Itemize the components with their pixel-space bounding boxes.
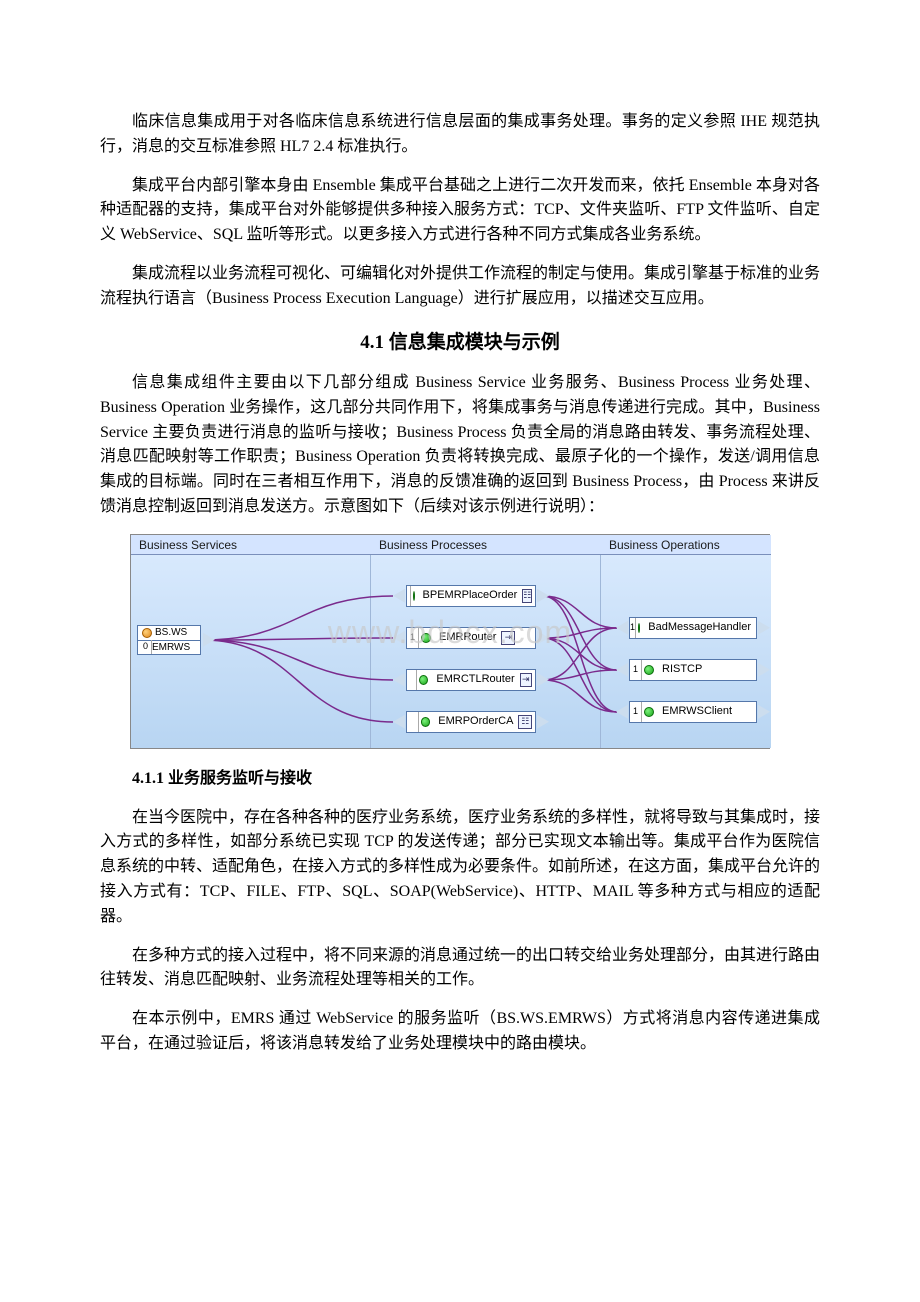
paragraph: 信息集成组件主要由以下几部分组成 Business Service 业务服务、B… [100, 371, 820, 520]
paragraph: 在多种方式的接入过程中，将不同来源的消息通过统一的出口转交给业务处理部分，由其进… [100, 944, 820, 994]
node-label: RISTCP [657, 661, 707, 678]
process-node: EMRPOrderCA☷ [406, 711, 536, 733]
node-label: EMRPOrderCA [433, 713, 518, 730]
col-header-services: Business Services [131, 535, 371, 555]
node-index: 1 [630, 618, 636, 638]
node-index [407, 586, 411, 606]
svc-bot-label: EMRWS [152, 640, 190, 656]
status-dot-icon [419, 675, 428, 685]
operation-node: 1 RISTCP [629, 659, 757, 681]
flow-icon: ☷ [518, 715, 532, 729]
status-dot-icon [644, 665, 654, 675]
node-label: BadMessageHandler [643, 619, 756, 636]
node-label: EMRWSClient [657, 703, 737, 720]
node-index: 0 [140, 640, 152, 654]
status-dot-icon [421, 633, 431, 643]
node-index [407, 670, 417, 690]
flow-icon: ☷ [522, 589, 532, 603]
paragraph: 集成流程以业务流程可视化、可编辑化对外提供工作流程的制定与使用。集成引擎基于标准… [100, 262, 820, 312]
node-index: 1 [630, 660, 642, 680]
paragraph: 临床信息集成用于对各临床信息系统进行信息层面的集成事务处理。事务的定义参照 IH… [100, 110, 820, 160]
node-label: BPEMRPlaceOrder [418, 587, 523, 604]
section-heading-4-1-1: 4.1.1 业务服务监听与接收 [100, 767, 820, 792]
section-heading-4-1: 4.1 信息集成模块与示例 [100, 328, 820, 357]
status-dot-icon [421, 717, 431, 727]
status-dot-icon [638, 623, 640, 633]
node-label: EMRRouter [434, 629, 501, 646]
ensemble-diagram: Business Services Business Processes Bus… [130, 534, 770, 749]
operation-node: 1 BadMessageHandler [629, 617, 757, 639]
paragraph: 在本示例中，EMRS 通过 WebService 的服务监听（BS.WS.EMR… [100, 1007, 820, 1057]
operation-node: 1 EMRWSClient [629, 701, 757, 723]
col-header-processes: Business Processes [371, 535, 601, 555]
col-header-operations: Business Operations [601, 535, 771, 555]
status-dot-icon [142, 628, 152, 638]
node-index [407, 712, 419, 732]
paragraph: 在当今医院中，存在各种各种的医疗业务系统，医疗业务系统的多样性，就将导致与其集成… [100, 806, 820, 930]
node-index: 1 [630, 702, 642, 722]
process-node: BPEMRPlaceOrder☷ [406, 585, 536, 607]
node-label: EMRCTLRouter [431, 671, 519, 688]
node-index: 1 [407, 628, 419, 648]
process-node: EMRCTLRouter⇥ [406, 669, 536, 691]
status-dot-icon [644, 707, 654, 717]
service-node-emrws: BS.WS 0EMRWS [137, 625, 201, 655]
route-icon: ⇥ [520, 673, 532, 687]
svc-top-label: BS.WS [155, 625, 187, 641]
status-dot-icon [413, 591, 415, 601]
route-icon: ⇥ [501, 631, 515, 645]
paragraph: 集成平台内部引擎本身由 Ensemble 集成平台基础之上进行二次开发而来，依托… [100, 174, 820, 248]
process-node: 1 EMRRouter⇥ [406, 627, 536, 649]
